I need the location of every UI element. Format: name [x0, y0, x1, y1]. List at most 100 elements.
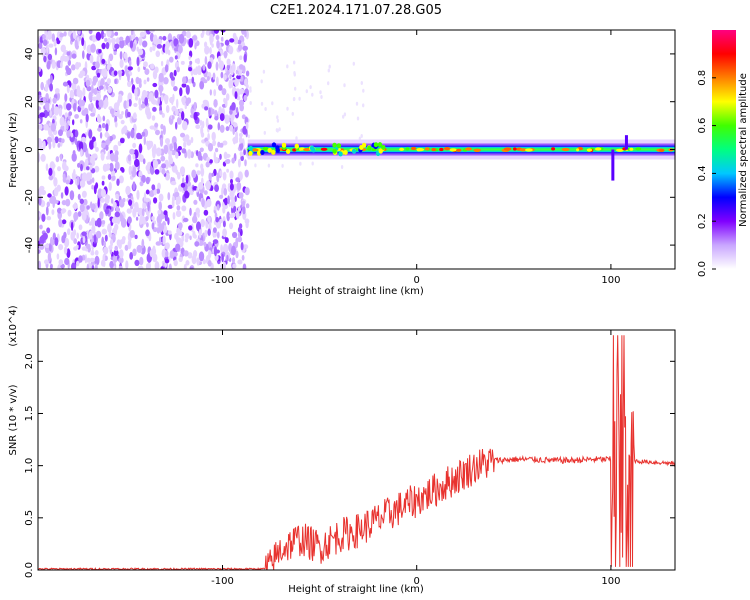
heatmap-noise-speckle — [58, 218, 63, 228]
snr-panel: -100 0 100 0.0 0.5 1.0 1.5 2.0 Height of strai… — [8, 305, 676, 595]
heatmap-noise-speckle — [59, 32, 65, 38]
heatmap-noise-speckle — [360, 81, 363, 85]
heatmap-noise-speckle — [240, 155, 244, 161]
heatmap-noise-speckle — [222, 140, 228, 146]
heatmap-noise-speckle — [152, 34, 158, 45]
heatmap-noise-speckle — [200, 219, 206, 228]
heatmap-noise-speckle — [165, 105, 170, 113]
heatmap-noise-speckle — [88, 104, 91, 111]
heatmap-noise-speckle — [112, 255, 118, 263]
heatmap-noise-speckle — [93, 234, 97, 244]
ridge-peak-blob — [616, 148, 624, 152]
heatmap-noise-speckle — [119, 239, 126, 245]
heatmap-noise-speckle — [263, 130, 266, 135]
snr-y-tick-label: 1.5 — [24, 406, 35, 422]
heatmap-noise-speckle — [220, 30, 226, 33]
heatmap-noise-speckle — [216, 40, 220, 49]
heatmap-noise-speckle — [151, 184, 156, 191]
heatmap-noise-speckle — [127, 216, 132, 224]
heatmap-noise-speckle — [79, 203, 85, 213]
heatmap-noise-speckle — [103, 33, 106, 38]
heatmap-noise-speckle — [114, 43, 120, 50]
heatmap-noise-speckle — [249, 88, 252, 93]
heatmap-noise-speckle — [105, 84, 109, 90]
heatmap-noise-speckle — [53, 106, 60, 116]
heatmap-noise-speckle — [194, 42, 197, 50]
heatmap-noise-speckle — [101, 228, 108, 235]
heatmap-noise-speckle — [89, 54, 94, 64]
heatmap-x-tick-label: 0 — [414, 275, 420, 286]
heatmap-noise-speckle — [267, 163, 271, 168]
heatmap-noise-speckle — [170, 76, 175, 81]
heatmap-noise-speckle — [242, 263, 247, 269]
ridge-wobble-blob — [351, 148, 357, 154]
heatmap-noise-speckle — [61, 138, 65, 144]
heatmap-noise-speckle — [90, 217, 96, 227]
colorbar-tick-label: 0.4 — [697, 165, 708, 181]
heatmap-noise-speckle — [69, 190, 75, 201]
heatmap-noise-speckle — [109, 260, 114, 269]
ridge-peak-blob — [443, 147, 451, 151]
heatmap-noise-speckle — [158, 193, 164, 202]
ridge-wobble-blob — [373, 142, 379, 148]
heatmap-noise-speckle — [198, 251, 205, 262]
heatmap-noise-speckle — [47, 53, 53, 61]
heatmap-noise-speckle — [230, 116, 234, 126]
heatmap-noise-speckle — [51, 33, 55, 42]
heatmap-noise-speckle — [49, 263, 53, 269]
heatmap-noise-speckle — [154, 169, 160, 175]
ridge-peak-blob — [503, 147, 512, 151]
heatmap-noise-speckle — [73, 212, 79, 221]
heatmap-noise-speckle — [254, 163, 257, 168]
ridge-wobble-blob — [271, 142, 277, 148]
heatmap-noise-speckle — [163, 210, 168, 216]
heatmap-noise-speckle — [79, 119, 83, 124]
heatmap-noise-speckle — [78, 255, 83, 263]
heatmap-noise-speckle — [119, 249, 124, 259]
heatmap-noise-speckle — [145, 164, 150, 172]
heatmap-noise-speckle — [101, 220, 106, 225]
heatmap-noise-speckle — [193, 101, 197, 112]
heatmap-noise-speckle — [161, 163, 167, 169]
heatmap-noise-speckle — [114, 161, 120, 171]
heatmap-noise-speckle — [202, 30, 205, 36]
heatmap-noise-speckle — [60, 44, 66, 53]
heatmap-noise-speckle — [197, 151, 202, 161]
heatmap-noise-speckle — [223, 97, 227, 104]
heatmap-noise-speckle — [82, 236, 86, 244]
heatmap-noise-speckle — [41, 213, 46, 222]
heatmap-noise-speckle — [103, 246, 109, 255]
heatmap-noise-speckle — [66, 55, 69, 62]
heatmap-noise-speckle — [119, 59, 124, 68]
heatmap-noise-speckle — [210, 185, 214, 191]
heatmap-noise-speckle — [160, 94, 164, 102]
heatmap-noise-speckle — [231, 102, 236, 111]
colorbar-tick-label: 0.2 — [697, 213, 708, 229]
heatmap-noise-speckle — [190, 136, 194, 144]
heatmap-noise-speckle — [100, 197, 105, 203]
heatmap-noise-speckle — [249, 101, 252, 105]
heatmap-noise-speckle — [100, 188, 106, 198]
heatmap-noise-speckle — [102, 68, 108, 78]
heatmap-noise-speckle — [195, 66, 198, 76]
ridge-peak-blob — [410, 146, 417, 151]
heatmap-noise-speckle — [114, 150, 119, 157]
heatmap-noise-speckle — [167, 217, 170, 226]
heatmap-noise-speckle — [116, 215, 121, 225]
heatmap-noise-speckle — [229, 74, 232, 80]
heatmap-noise-speckle — [156, 44, 163, 49]
heatmap-noise-speckle — [49, 83, 53, 92]
heatmap-noise-speckle — [224, 159, 231, 164]
heatmap-noise-speckle — [64, 257, 70, 266]
heatmap-noise-speckle — [110, 198, 114, 204]
heatmap-noise-speckle — [118, 175, 124, 184]
heatmap-noise-speckle — [141, 174, 146, 184]
heatmap-noise-speckle — [151, 216, 155, 221]
heatmap-noise-speckle — [141, 131, 146, 137]
heatmap-noise-speckle — [72, 30, 76, 39]
heatmap-noise-speckle — [94, 61, 100, 69]
heatmap-noise-speckle — [145, 229, 150, 237]
heatmap-noise-speckle — [174, 191, 180, 197]
heatmap-noise-speckle — [224, 237, 229, 244]
heatmap-noise-speckle — [222, 206, 226, 214]
